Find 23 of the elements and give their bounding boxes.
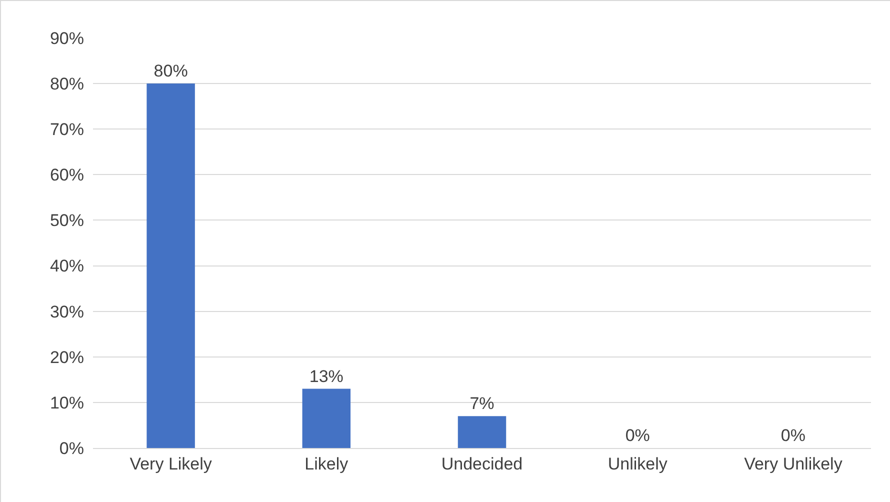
x-tick-label: Very Unlikely: [744, 454, 843, 474]
data-label: 13%: [309, 366, 344, 386]
y-tick-label: 20%: [50, 348, 84, 367]
data-label: 0%: [625, 426, 650, 445]
bar: [458, 416, 506, 448]
y-tick-label: 50%: [50, 211, 84, 230]
y-tick-label: 70%: [50, 120, 84, 140]
data-label: 80%: [154, 62, 188, 81]
y-tick-label: 60%: [50, 166, 84, 185]
data-label: 7%: [470, 394, 494, 414]
y-tick-label: 10%: [50, 393, 84, 412]
data-label: 0%: [780, 426, 806, 445]
x-tick-label: Very Likely: [130, 454, 212, 474]
y-tick-label: 80%: [50, 74, 84, 94]
x-tick-label: Unlikely: [608, 454, 668, 474]
x-tick-label: Undecided: [441, 454, 523, 474]
bar: [302, 388, 351, 448]
bar: [146, 84, 195, 448]
y-tick-label: 90%: [50, 28, 84, 48]
y-tick-label: 0%: [59, 438, 84, 458]
y-tick-label: 40%: [50, 256, 84, 276]
y-tick-label: 30%: [50, 302, 84, 322]
x-tick-label: Likely: [304, 454, 349, 474]
